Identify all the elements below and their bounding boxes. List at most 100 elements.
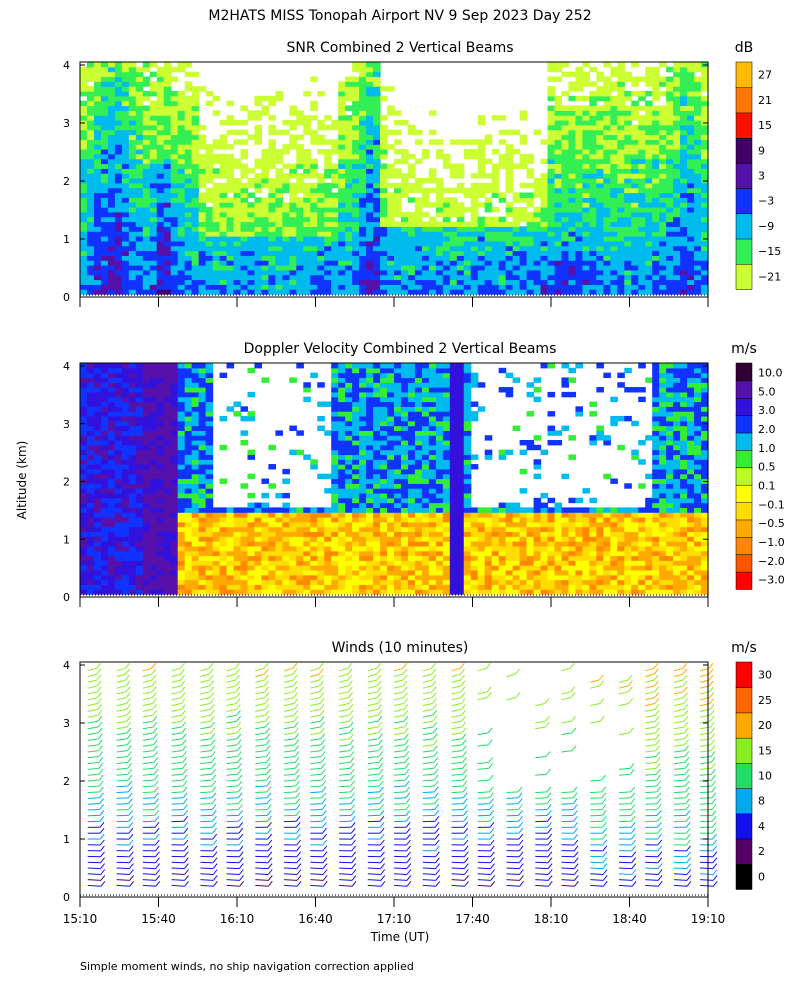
heatmap-cell bbox=[540, 284, 549, 290]
heatmap-cell bbox=[107, 274, 116, 281]
heatmap-cell bbox=[149, 560, 158, 566]
heatmap-cell bbox=[100, 158, 109, 165]
heatmap-cell bbox=[617, 71, 625, 78]
heatmap-cell bbox=[268, 574, 276, 581]
heatmap-cell bbox=[359, 158, 367, 165]
heatmap-cell bbox=[477, 120, 486, 126]
heatmap-cell bbox=[219, 584, 228, 590]
heatmap-cell bbox=[352, 492, 360, 499]
heatmap-cell bbox=[282, 216, 290, 223]
heatmap-cell bbox=[240, 512, 249, 518]
heatmap-cell bbox=[442, 279, 451, 285]
heatmap-cell bbox=[568, 173, 577, 179]
heatmap-cell bbox=[93, 507, 102, 513]
heatmap-cell bbox=[568, 289, 577, 295]
heatmap-cell bbox=[184, 197, 193, 203]
heatmap-cell bbox=[142, 289, 151, 295]
heatmap-cell bbox=[303, 129, 311, 136]
heatmap-cell bbox=[359, 565, 367, 571]
heatmap-cell bbox=[414, 216, 423, 223]
heatmap-cell bbox=[533, 192, 542, 198]
heatmap-cell bbox=[233, 236, 242, 242]
heatmap-cell bbox=[191, 464, 200, 470]
heatmap-cell bbox=[331, 574, 339, 581]
heatmap-cell bbox=[603, 86, 611, 92]
heatmap-cell bbox=[184, 545, 193, 552]
heatmap-cell bbox=[135, 507, 144, 513]
heatmap-cell bbox=[617, 124, 625, 131]
heatmap-cell bbox=[624, 110, 632, 116]
heatmap-cell bbox=[226, 531, 235, 537]
heatmap-cell bbox=[310, 245, 318, 252]
heatmap-cell bbox=[582, 139, 590, 145]
heatmap-cell bbox=[575, 265, 583, 271]
heatmap-cell bbox=[673, 120, 681, 126]
heatmap-cell bbox=[114, 387, 123, 393]
heatmap-cell bbox=[80, 555, 88, 561]
heatmap-cell bbox=[275, 173, 283, 179]
heatmap-cell bbox=[666, 120, 674, 126]
heatmap-cell bbox=[435, 231, 444, 237]
heatmap-cell bbox=[177, 163, 186, 169]
heatmap-cell bbox=[170, 512, 179, 518]
heatmap-cell bbox=[345, 120, 353, 126]
heatmap-cell bbox=[540, 202, 549, 208]
heatmap-cell bbox=[673, 139, 681, 145]
heatmap-cell bbox=[561, 105, 570, 111]
heatmap-cell bbox=[226, 584, 235, 590]
heatmap-cell bbox=[177, 100, 186, 107]
heatmap-cell bbox=[135, 86, 144, 92]
heatmap-cell bbox=[331, 415, 339, 422]
heatmap-cell bbox=[442, 163, 451, 169]
heatmap-cell bbox=[247, 367, 256, 374]
heatmap-cell bbox=[331, 207, 339, 213]
heatmap-cell bbox=[156, 536, 165, 542]
heatmap-cell bbox=[694, 153, 702, 160]
heatmap-cell bbox=[93, 536, 102, 542]
heatmap-cell bbox=[205, 415, 214, 422]
heatmap-cell bbox=[142, 382, 151, 388]
heatmap-cell bbox=[212, 245, 221, 252]
heatmap-cell bbox=[191, 168, 200, 174]
heatmap-cell bbox=[345, 255, 353, 261]
heatmap-cell bbox=[205, 589, 214, 595]
heatmap-cell bbox=[296, 120, 304, 126]
heatmap-cell bbox=[184, 478, 193, 484]
heatmap-cell bbox=[114, 391, 123, 398]
heatmap-cell bbox=[128, 158, 137, 165]
heatmap-cell bbox=[680, 231, 688, 237]
heatmap-cell bbox=[184, 110, 193, 116]
heatmap-cell bbox=[638, 129, 646, 136]
heatmap-cell bbox=[282, 284, 290, 290]
heatmap-cell bbox=[554, 76, 563, 82]
heatmap-cell bbox=[149, 284, 158, 290]
heatmap-cell bbox=[191, 202, 200, 208]
heatmap-cell bbox=[568, 95, 577, 102]
heatmap-cell bbox=[80, 144, 88, 150]
heatmap-cell bbox=[261, 555, 269, 561]
heatmap-cell bbox=[359, 555, 367, 561]
heatmap-cell bbox=[387, 250, 395, 256]
heatmap-cell bbox=[86, 526, 95, 533]
heatmap-cell bbox=[247, 502, 256, 508]
heatmap-cell bbox=[359, 512, 367, 518]
heatmap-cell bbox=[86, 86, 95, 92]
heatmap-cell bbox=[163, 579, 172, 585]
heatmap-cell bbox=[219, 211, 228, 218]
heatmap-cell bbox=[533, 284, 542, 290]
heatmap-cell bbox=[114, 363, 123, 369]
heatmap-cell bbox=[254, 255, 263, 261]
heatmap-cell bbox=[80, 507, 88, 513]
heatmap-cell bbox=[645, 202, 653, 208]
heatmap-cell bbox=[177, 377, 186, 383]
heatmap-cell bbox=[456, 274, 465, 281]
heatmap-cell bbox=[226, 284, 235, 290]
heatmap-cell bbox=[240, 483, 249, 489]
heatmap-cell bbox=[331, 240, 339, 247]
heatmap-cell bbox=[233, 158, 242, 165]
heatmap-cell bbox=[86, 536, 95, 542]
heatmap-cell bbox=[338, 139, 346, 145]
heatmap-cell bbox=[359, 163, 367, 169]
heatmap-cell bbox=[198, 464, 207, 470]
heatmap-cell bbox=[170, 497, 179, 504]
